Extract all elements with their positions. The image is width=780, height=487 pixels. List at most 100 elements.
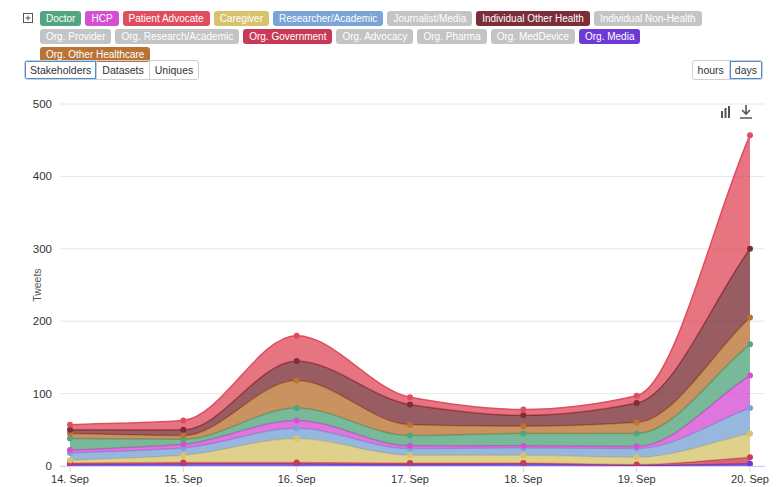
- icon-bar[interactable]: [721, 111, 723, 118]
- legend-item[interactable]: Individual Other Health: [476, 11, 590, 26]
- point-marker: [294, 358, 300, 364]
- point-marker: [747, 341, 753, 347]
- x-tick: [70, 466, 71, 472]
- tabs-group: StakeholdersDatasetsUniques: [24, 60, 199, 80]
- point-marker: [67, 457, 73, 463]
- point-marker: [520, 443, 526, 449]
- point-marker: [634, 420, 640, 426]
- point-marker: [407, 452, 413, 458]
- point-marker: [67, 447, 73, 453]
- point-marker: [294, 425, 300, 431]
- point-marker: [180, 433, 186, 439]
- point-marker: [747, 454, 753, 460]
- point-marker: [634, 393, 640, 399]
- expand-icon[interactable]: [26, 16, 31, 21]
- point-marker: [634, 430, 640, 436]
- point-marker: [520, 407, 526, 413]
- point-marker: [294, 459, 300, 465]
- x-tick: [410, 466, 411, 472]
- point-marker: [520, 460, 526, 466]
- point-marker: [634, 462, 640, 466]
- legend-item[interactable]: Journalist/Media: [387, 11, 472, 26]
- point-marker: [294, 435, 300, 441]
- point-marker: [180, 427, 186, 433]
- area-line: [70, 135, 750, 425]
- point-marker: [520, 430, 526, 436]
- legend-item[interactable]: Caregiver: [214, 11, 269, 26]
- x-tick-label: 16. Sep: [278, 473, 316, 485]
- legend-item[interactable]: Individual Non-Health: [594, 11, 702, 26]
- tabs-button[interactable]: Uniques: [150, 61, 199, 79]
- point-marker: [294, 405, 300, 411]
- x-tick: [523, 466, 524, 472]
- point-marker: [294, 417, 300, 423]
- chart-type-icon[interactable]: [721, 106, 730, 118]
- x-tick-label: 19. Sep: [618, 473, 656, 485]
- y-tick-label: 300: [33, 243, 52, 255]
- point-marker: [294, 333, 300, 339]
- point-marker: [407, 443, 413, 449]
- icon-bar[interactable]: [728, 106, 730, 118]
- legend-item[interactable]: Org. MedDevice: [491, 29, 575, 44]
- point-marker: [747, 246, 753, 252]
- point-marker: [747, 461, 753, 466]
- y-tick-label: 500: [33, 98, 52, 110]
- point-marker: [747, 430, 753, 436]
- chart: 0100200300400500Tweets14. Sep15. Sep16. …: [0, 0, 780, 487]
- y-tick-label: 200: [33, 315, 52, 327]
- point-marker: [180, 452, 186, 458]
- x-tick-label: 18. Sep: [504, 473, 542, 485]
- point-marker: [407, 433, 413, 439]
- point-marker: [407, 401, 413, 407]
- legend-item[interactable]: Org. Provider: [40, 29, 111, 44]
- download-icon[interactable]: [740, 105, 752, 118]
- point-marker: [747, 315, 753, 321]
- point-marker: [407, 394, 413, 400]
- legend-item[interactable]: HCP: [85, 11, 118, 26]
- x-tick: [750, 466, 751, 472]
- legend-item[interactable]: Org. Media: [579, 29, 640, 44]
- area: [70, 249, 750, 436]
- point-marker: [747, 405, 753, 411]
- tabs-button[interactable]: Stakeholders: [25, 61, 97, 79]
- legend-item[interactable]: Patient Advocate: [123, 11, 210, 26]
- grid-line: [60, 248, 765, 249]
- area-line: [70, 249, 750, 430]
- legend-item[interactable]: Org. Advocacy: [336, 29, 413, 44]
- x-axis-line: [60, 466, 765, 467]
- legend-item[interactable]: Org. Research/Academic: [115, 29, 239, 44]
- plot-area: [67, 132, 753, 466]
- intervals-button[interactable]: hours: [693, 61, 730, 79]
- x-tick-label: 20. Sep: [731, 473, 769, 485]
- legend-item[interactable]: Doctor: [40, 11, 81, 26]
- x-tick: [183, 466, 184, 472]
- point-marker: [634, 462, 640, 466]
- legend-item[interactable]: Org. Pharma: [417, 29, 486, 44]
- x-tick-label: 15. Sep: [164, 473, 202, 485]
- point-marker: [67, 422, 73, 428]
- x-tick-label: 14. Sep: [51, 473, 89, 485]
- point-marker: [180, 417, 186, 423]
- legend-item[interactable]: Researcher/Academic: [273, 11, 383, 26]
- tabs-button[interactable]: Datasets: [97, 61, 149, 79]
- x-tick: [636, 466, 637, 472]
- point-marker: [180, 459, 186, 465]
- intervals-group: hoursdays: [692, 60, 763, 80]
- point-marker: [294, 378, 300, 384]
- y-tick-label: 100: [33, 388, 52, 400]
- legend-item[interactable]: Org. Government: [243, 29, 332, 44]
- icon-bar[interactable]: [725, 108, 727, 118]
- intervals-button[interactable]: days: [730, 61, 762, 79]
- y-tick-label: 0: [46, 460, 52, 472]
- point-marker: [407, 422, 413, 428]
- point-marker: [747, 373, 753, 379]
- point-marker: [520, 452, 526, 458]
- point-marker: [407, 460, 413, 466]
- x-tick: [296, 466, 297, 472]
- point-marker: [634, 454, 640, 460]
- grid-line: [60, 176, 765, 177]
- expand-icon[interactable]: [24, 14, 33, 23]
- y-tick-label: 400: [33, 170, 52, 182]
- grid-line: [60, 321, 765, 322]
- point-marker: [520, 461, 526, 466]
